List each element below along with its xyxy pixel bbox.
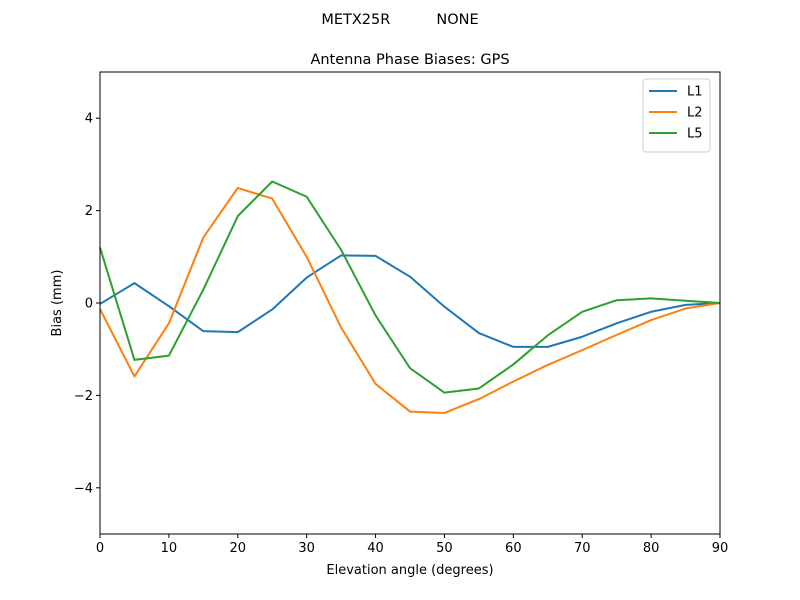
- x-tick-label: 40: [367, 541, 384, 556]
- legend: L1 L2 L5: [642, 78, 711, 153]
- plot-area: 0 10 20 30 40 50 60 70 80 90 −4 −2 0 2 4: [74, 71, 728, 556]
- y-tick-label: 4: [85, 112, 93, 127]
- legend-label-l5: L5: [687, 127, 703, 142]
- series-layer: [99, 180, 721, 414]
- y-tick-label: −2: [74, 389, 93, 404]
- chart-suptitle: METX25R NONE: [321, 12, 478, 28]
- legend-label-l1: L1: [687, 85, 703, 100]
- x-tick-label: 90: [712, 541, 729, 556]
- x-tick-label: 80: [643, 541, 660, 556]
- x-tick-label: 20: [230, 541, 247, 556]
- x-axis-label: Elevation angle (degrees): [326, 563, 493, 578]
- series-line-l1: [99, 254, 721, 348]
- x-tick-label: 60: [505, 541, 522, 556]
- series-line-l5: [99, 180, 721, 394]
- x-tick-label: 30: [298, 541, 315, 556]
- legend-label-l2: L2: [687, 106, 703, 121]
- x-tick-label: 70: [574, 541, 591, 556]
- x-tick-label: 10: [161, 541, 178, 556]
- y-tick-label: 2: [85, 204, 93, 219]
- y-tick-label: −4: [74, 481, 93, 496]
- series-line-l2: [99, 186, 721, 414]
- y-axis-ticks: −4 −2 0 2 4: [74, 112, 100, 496]
- axes-frame: [99, 71, 721, 535]
- x-tick-label: 0: [96, 541, 104, 556]
- y-axis-label: Bias (mm): [50, 270, 65, 337]
- x-tick-label: 50: [436, 541, 453, 556]
- y-tick-label: 0: [85, 297, 93, 312]
- chart-title: Antenna Phase Biases: GPS: [310, 52, 509, 68]
- x-axis-ticks: 0 10 20 30 40 50 60 70 80 90: [96, 534, 728, 556]
